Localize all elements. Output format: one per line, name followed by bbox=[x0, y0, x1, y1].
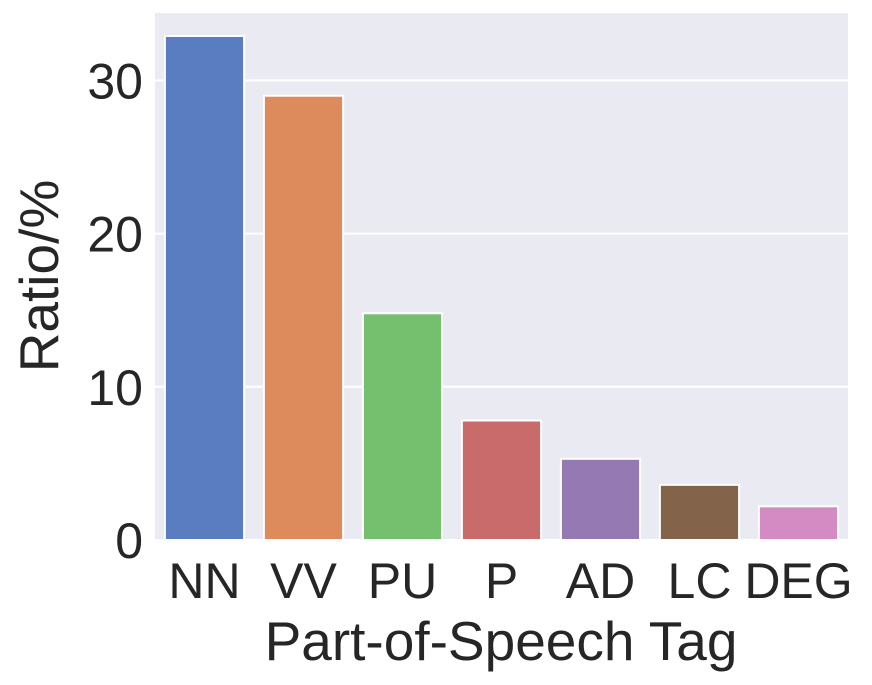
x-tick-label-vv: VV bbox=[270, 553, 337, 609]
y-tick-labels: 0 10 20 30 bbox=[87, 53, 143, 569]
bar-pu bbox=[361, 312, 444, 542]
x-tick-labels: NN VV PU P AD LC DEG bbox=[168, 553, 852, 609]
x-axis-label: Part-of-Speech Tag bbox=[265, 610, 738, 672]
x-tick-label-pu: PU bbox=[368, 553, 437, 609]
y-axis-label: Ratio/% bbox=[8, 180, 70, 373]
x-tick-label-ad: AD bbox=[566, 553, 635, 609]
bar-ad bbox=[559, 457, 642, 542]
bar-p bbox=[460, 419, 543, 542]
x-tick-label-lc: LC bbox=[668, 553, 732, 609]
bar-lc bbox=[658, 483, 741, 542]
y-tick-label: 30 bbox=[87, 53, 143, 109]
y-tick-label: 10 bbox=[87, 360, 143, 416]
x-tick-label-deg: DEG bbox=[744, 553, 852, 609]
bar-vv bbox=[262, 94, 345, 541]
bar-nn bbox=[163, 34, 246, 542]
x-tick-label-nn: NN bbox=[168, 553, 240, 609]
y-tick-label: 20 bbox=[87, 207, 143, 263]
bars bbox=[163, 34, 840, 542]
x-tick-label-p: P bbox=[485, 553, 518, 609]
y-tick-label: 0 bbox=[115, 513, 143, 569]
bar-deg bbox=[757, 505, 840, 541]
